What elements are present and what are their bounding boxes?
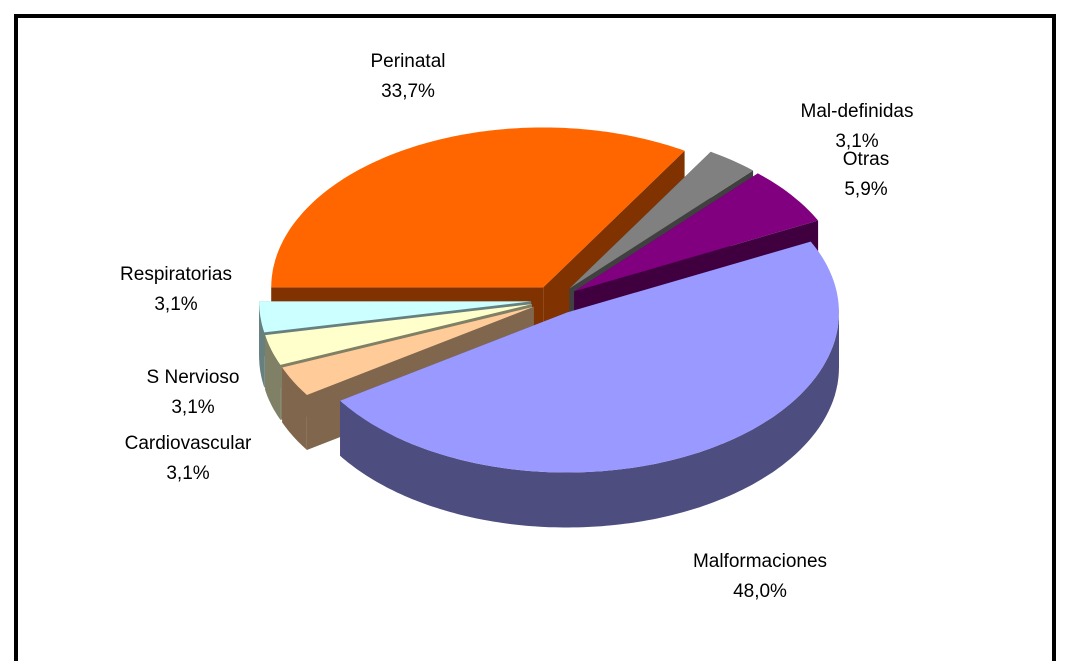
slice-label: Mal-definidas	[801, 101, 914, 122]
slice	[574, 173, 819, 292]
slice-wall	[282, 367, 307, 450]
slice-wall	[265, 335, 281, 420]
slice	[271, 127, 685, 288]
slice	[340, 241, 839, 473]
slice-value-label: 3,1%	[166, 463, 209, 484]
slice-label: Respiratorias	[120, 264, 232, 285]
slice	[282, 306, 534, 395]
slice-value-label: 5,9%	[844, 179, 887, 200]
slice-wall	[340, 312, 839, 528]
slice-wall	[259, 301, 265, 388]
pie	[259, 127, 839, 528]
slice-value-label: 3,1%	[171, 397, 214, 418]
chart-frame	[14, 14, 1056, 661]
slice-value-label: 48,0%	[733, 581, 787, 602]
slice	[569, 151, 754, 289]
slice-value-label: 33,7%	[381, 81, 435, 102]
slice	[265, 304, 532, 365]
slice-value-label: 3,1%	[835, 131, 878, 152]
slice-label: Malformaciones	[693, 551, 827, 572]
slice-side	[282, 306, 534, 423]
slice-label: S Nervioso	[147, 367, 240, 388]
slice	[259, 301, 532, 333]
slice-label: Perinatal	[371, 51, 446, 72]
slice-label: Otras	[843, 149, 889, 170]
slice-value-label: 3,1%	[154, 294, 197, 315]
slice-label: Cardiovascular	[125, 433, 252, 454]
